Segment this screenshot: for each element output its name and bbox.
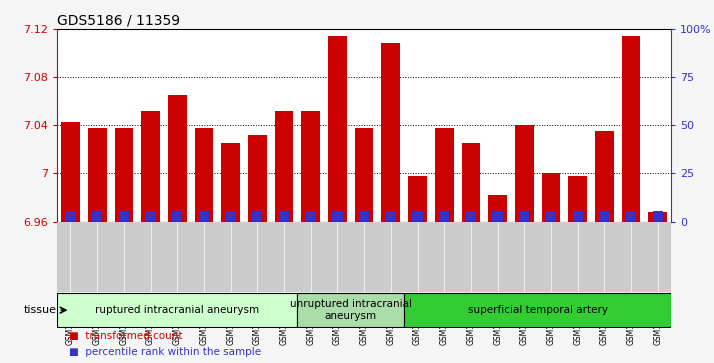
Bar: [435, 128, 453, 221]
Bar: [172, 211, 182, 221]
Text: superficial temporal artery: superficial temporal artery: [468, 305, 608, 315]
Bar: [626, 211, 636, 221]
Bar: [359, 211, 369, 221]
Bar: [568, 176, 587, 221]
Bar: [248, 135, 267, 221]
Bar: [573, 211, 583, 221]
Bar: [622, 36, 640, 221]
Text: GDS5186 / 11359: GDS5186 / 11359: [57, 14, 180, 28]
Bar: [298, 293, 404, 327]
Bar: [275, 111, 293, 221]
Bar: [226, 211, 236, 221]
Bar: [355, 128, 373, 221]
Bar: [595, 131, 614, 221]
Bar: [599, 211, 610, 221]
Bar: [413, 211, 423, 221]
Text: unruptured intracranial
aneurysm: unruptured intracranial aneurysm: [290, 299, 412, 321]
Bar: [466, 211, 476, 221]
Bar: [332, 211, 343, 221]
Bar: [542, 174, 560, 221]
Bar: [328, 36, 347, 221]
Bar: [306, 211, 316, 221]
Bar: [195, 128, 213, 221]
Bar: [57, 293, 298, 327]
Bar: [386, 211, 396, 221]
Bar: [141, 111, 160, 221]
Bar: [252, 211, 263, 221]
Bar: [461, 143, 481, 221]
Bar: [381, 44, 400, 221]
Bar: [61, 122, 80, 221]
Bar: [168, 95, 186, 221]
Bar: [519, 211, 530, 221]
Bar: [488, 195, 507, 221]
Bar: [404, 293, 671, 327]
Text: tissue: tissue: [24, 305, 57, 315]
Bar: [515, 125, 533, 221]
Bar: [65, 211, 76, 221]
Bar: [648, 212, 667, 221]
Bar: [279, 211, 289, 221]
Text: ■  transformed count: ■ transformed count: [69, 331, 183, 341]
Bar: [653, 211, 663, 221]
Bar: [114, 128, 134, 221]
Bar: [301, 111, 320, 221]
Bar: [221, 143, 240, 221]
Text: ruptured intracranial aneurysm: ruptured intracranial aneurysm: [95, 305, 259, 315]
Bar: [439, 211, 449, 221]
Bar: [493, 211, 503, 221]
Bar: [88, 128, 106, 221]
Bar: [146, 211, 156, 221]
Text: ■  percentile rank within the sample: ■ percentile rank within the sample: [69, 347, 261, 356]
Bar: [546, 211, 556, 221]
Bar: [408, 176, 427, 221]
Bar: [198, 211, 209, 221]
Bar: [92, 211, 102, 221]
Bar: [119, 211, 129, 221]
